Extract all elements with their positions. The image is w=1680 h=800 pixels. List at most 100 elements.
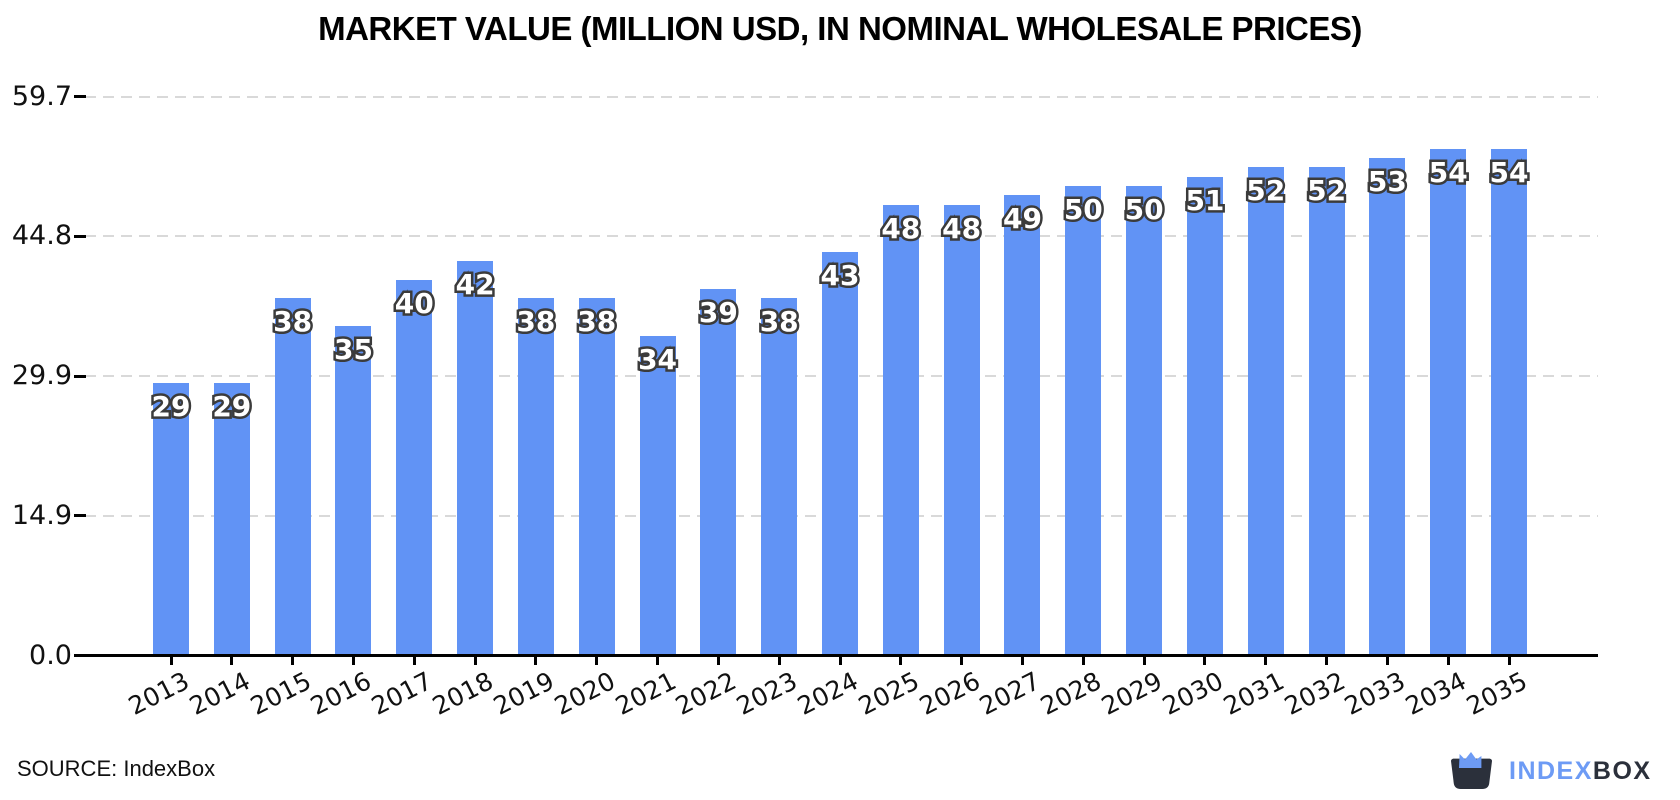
bar <box>700 288 737 654</box>
x-axis-tick-mark <box>534 657 538 665</box>
bar-value-label-text: 34 <box>638 342 678 376</box>
bar-value-label-outline: 53 <box>1365 162 1409 200</box>
bar-value-label-text: 52 <box>1307 174 1347 208</box>
x-axis-tick-mark <box>1142 657 1146 665</box>
x-axis-tick-mark <box>351 657 355 665</box>
x-axis-tick-mark <box>412 657 416 665</box>
x-axis-tick-mark <box>1385 657 1389 665</box>
x-axis-tick-mark <box>838 657 842 665</box>
bar-value-label: 34 34 <box>618 340 698 378</box>
bar <box>761 298 798 654</box>
indexbox-logo-icon <box>1451 752 1492 789</box>
bar <box>335 326 372 654</box>
bar-value-label: 38 38 <box>739 303 819 341</box>
bar-value-label: 53 53 <box>1347 162 1427 200</box>
bar-value-label-text: 51 <box>1185 183 1225 217</box>
bar-value-label-text: 40 <box>394 286 434 320</box>
bar <box>396 279 433 654</box>
bar-value-label: 29 29 <box>131 387 211 425</box>
bar-value-label: 42 42 <box>435 265 515 303</box>
bar <box>1308 167 1345 654</box>
bar <box>1004 195 1041 654</box>
x-axis-tick-mark <box>291 657 295 665</box>
x-axis-line <box>77 654 1598 657</box>
bar-value-label: 35 35 <box>313 331 393 369</box>
bar-value-label: 49 49 <box>982 200 1062 238</box>
bar <box>1247 167 1284 654</box>
x-axis-tick-mark <box>777 657 781 665</box>
bar <box>1126 186 1163 654</box>
bar-value-label-outline: 50 <box>1122 191 1166 229</box>
bar-value-label: 51 51 <box>1165 181 1245 219</box>
bar-value-label-text: 50 <box>1063 193 1103 226</box>
bar-value-label: 50 50 <box>1043 191 1123 229</box>
bar-value-label-outline: 51 <box>1183 181 1227 219</box>
logo-word-box: BOX <box>1592 756 1652 785</box>
x-axis-tick-mark <box>1507 657 1511 665</box>
bar-value-label-text: 54 <box>1489 155 1529 189</box>
bar-value-label-outline: 48 <box>940 209 984 247</box>
bar <box>1491 148 1528 654</box>
x-axis-tick-mark <box>1446 657 1450 665</box>
x-axis-tick-mark <box>169 657 173 665</box>
bar-value-label-outline: 29 <box>149 387 193 425</box>
bar-value-label-outline: 38 <box>757 303 801 341</box>
bar-value-label: 29 29 <box>192 387 272 425</box>
y-axis-tick-mark <box>74 234 86 238</box>
bar-value-label: 38 38 <box>253 303 333 341</box>
bar-value-label-text: 52 <box>1246 174 1286 208</box>
bar-value-label-outline: 38 <box>271 303 315 341</box>
bar-value-label-outline: 50 <box>1061 191 1105 229</box>
bar-value-label-text: 43 <box>820 258 860 292</box>
x-axis-tick-mark <box>1264 657 1268 665</box>
bar-value-label: 50 50 <box>1104 191 1184 229</box>
bar <box>1065 186 1102 654</box>
x-axis-tick-mark <box>1081 657 1085 665</box>
bar <box>517 298 554 654</box>
bar <box>457 260 494 654</box>
y-axis-tick-label: 44.8 <box>11 220 72 252</box>
y-axis-tick-label: 59.7 <box>11 80 72 112</box>
logo-word-index: INDEX <box>1509 756 1593 785</box>
bar-value-label-text: 35 <box>333 333 373 367</box>
bar-value-label-text: 38 <box>759 305 799 339</box>
x-axis-tick-mark <box>595 657 599 665</box>
bar-value-label: 48 48 <box>922 209 1002 247</box>
bar <box>213 382 250 654</box>
bar-value-label-outline: 54 <box>1426 153 1470 191</box>
bar-value-label-text: 48 <box>942 211 982 245</box>
bar <box>639 335 676 654</box>
bar-value-label-outline: 29 <box>210 387 254 425</box>
bar-value-label: 48 48 <box>861 209 941 247</box>
y-axis-tick-label: 14.9 <box>11 499 72 531</box>
gridline <box>85 95 1598 98</box>
bar-value-label-outline: 52 <box>1244 172 1288 210</box>
bar-value-label-outline: 38 <box>514 303 558 341</box>
chart-title: MARKET VALUE (MILLION USD, IN NOMINAL WH… <box>318 10 1362 47</box>
bar-value-label: 52 52 <box>1226 172 1306 210</box>
bar-value-label-outline: 40 <box>392 284 436 322</box>
x-axis-tick-mark <box>656 657 660 665</box>
bar-value-label: 39 39 <box>678 293 758 331</box>
bar-value-label-outline: 54 <box>1487 153 1531 191</box>
bar-value-label: 52 52 <box>1287 172 1367 210</box>
bar-value-label: 43 43 <box>800 256 880 294</box>
bar <box>943 204 980 654</box>
bar <box>578 298 615 654</box>
y-axis-tick-mark <box>74 374 86 378</box>
bar <box>822 251 859 654</box>
y-axis-tick-label: 29.9 <box>11 360 72 392</box>
bar-value-label-outline: 34 <box>636 340 680 378</box>
bar-value-label-text: 53 <box>1367 164 1407 198</box>
bar-value-label-text: 50 <box>1124 193 1164 226</box>
y-axis-tick-mark <box>74 95 86 99</box>
x-axis-tick-mark <box>473 657 477 665</box>
y-axis-tick-label: 0.0 <box>29 639 72 671</box>
bar-value-label: 54 54 <box>1469 153 1549 191</box>
bar <box>1186 176 1223 654</box>
bar-value-label: 38 38 <box>557 303 637 341</box>
bar-value-label: 40 40 <box>374 284 454 322</box>
source-note: SOURCE: IndexBox <box>17 756 216 781</box>
bar-value-label-text: 54 <box>1428 155 1468 189</box>
